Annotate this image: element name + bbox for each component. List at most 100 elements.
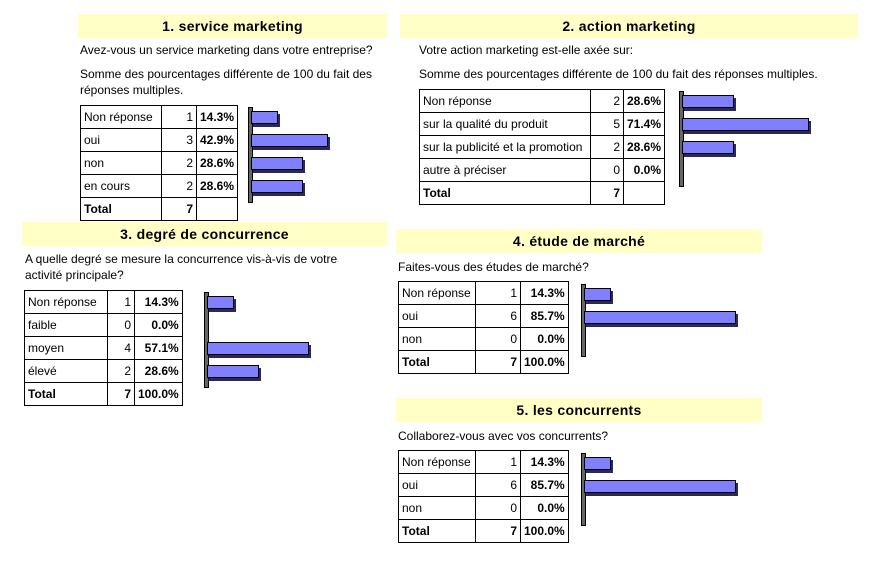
table-row: moyen 4 57.1% — [24, 336, 183, 360]
row-label: faible — [24, 313, 108, 337]
total-row: Total 7 — [419, 181, 666, 205]
chart-bar — [682, 141, 734, 154]
chart-bar — [207, 296, 234, 309]
table-row: Non réponse 1 14.3% — [80, 105, 239, 129]
section-5-question: Collaborez-vous avec vos concurrents? — [398, 429, 609, 443]
chart-axis — [679, 91, 684, 187]
chart-bar — [682, 118, 809, 131]
row-count: 0 — [590, 158, 624, 182]
section-4-table: Non réponse 1 14.3% oui 6 85.7% non 0 0.… — [398, 281, 569, 374]
section-2-title: 2. action marketing — [400, 14, 858, 38]
table-row: non 0 0.0% — [398, 327, 569, 351]
section-4-title: 4. étude de marché — [396, 229, 762, 253]
table-row: Non réponse 2 28.6% — [419, 89, 666, 113]
chart-bar — [584, 457, 611, 470]
row-percent: 0.0% — [520, 496, 569, 520]
chart-bar — [251, 180, 303, 193]
chart-axis — [248, 107, 253, 203]
table-row: oui 6 85.7% — [398, 473, 569, 497]
row-label: sur la publicité et la promotion — [419, 135, 591, 159]
chart-bar — [207, 365, 259, 378]
row-label: oui — [80, 128, 162, 152]
total-count: 7 — [107, 382, 135, 406]
row-percent: 0.0% — [520, 327, 569, 351]
row-percent: 28.6% — [622, 135, 666, 159]
table-row: Non réponse 1 14.3% — [398, 281, 569, 305]
table-row: sur la qualité du produit 5 71.4% — [419, 112, 666, 136]
row-label: Non réponse — [24, 290, 108, 314]
row-count: 1 — [475, 450, 521, 474]
row-count: 1 — [475, 281, 521, 305]
chart-axis — [204, 292, 209, 388]
section-3-question: A quelle degré se mesure la concurrence … — [25, 252, 338, 282]
row-count: 2 — [161, 174, 197, 198]
row-label: moyen — [24, 336, 108, 360]
row-label: autre à préciser — [419, 158, 591, 182]
row-label: oui — [398, 304, 476, 328]
row-label: Non réponse — [398, 450, 476, 474]
total-count: 7 — [475, 519, 521, 543]
chart-bar — [584, 311, 736, 324]
row-count: 1 — [161, 105, 197, 129]
chart-bar — [207, 342, 309, 355]
row-count: 1 — [107, 290, 135, 314]
table-row: sur la publicité et la promotion 2 28.6% — [419, 135, 666, 159]
total-percent — [195, 197, 239, 221]
row-count: 6 — [475, 473, 521, 497]
total-percent: 100.0% — [134, 382, 183, 406]
section-1-note: Somme des pourcentages différente de 100… — [80, 67, 372, 97]
row-percent: 28.6% — [195, 151, 239, 175]
total-percent: 100.0% — [520, 350, 569, 374]
table-row: en cours 2 28.6% — [80, 174, 239, 198]
total-row: Total 7 100.0% — [24, 382, 183, 406]
row-label: non — [398, 327, 476, 351]
section-2-table: Non réponse 2 28.6% sur la qualité du pr… — [419, 89, 666, 205]
row-label: oui — [398, 473, 476, 497]
row-label: en cours — [80, 174, 162, 198]
row-percent: 14.3% — [520, 281, 569, 305]
row-label: Non réponse — [398, 281, 476, 305]
row-count: 2 — [590, 135, 624, 159]
section-1-title: 1. service marketing — [78, 14, 387, 38]
total-row: Total 7 100.0% — [398, 519, 569, 543]
table-row: non 2 28.6% — [80, 151, 239, 175]
row-percent: 57.1% — [134, 336, 183, 360]
section-1-question: Avez-vous un service marketing dans votr… — [80, 43, 373, 57]
row-percent: 14.3% — [134, 290, 183, 314]
section-4-question: Faites-vous des études de marché? — [398, 260, 589, 274]
row-label: sur la qualité du produit — [419, 112, 591, 136]
table-row: élevé 2 28.6% — [24, 359, 183, 383]
row-count: 5 — [590, 112, 624, 136]
section-5-table: Non réponse 1 14.3% oui 6 85.7% non 0 0.… — [398, 450, 569, 543]
section-5-title: 5. les concurrents — [396, 398, 762, 422]
row-label: Non réponse — [80, 105, 162, 129]
row-count: 6 — [475, 304, 521, 328]
table-row: autre à préciser 0 0.0% — [419, 158, 666, 182]
chart-bar — [584, 480, 736, 493]
chart-bar — [251, 111, 278, 124]
row-count: 2 — [107, 359, 135, 383]
chart-bar — [584, 288, 611, 301]
total-label: Total — [398, 519, 476, 543]
total-label: Total — [398, 350, 476, 374]
total-row: Total 7 — [80, 197, 239, 221]
section-1-table: Non réponse 1 14.3% oui 3 42.9% non 2 28… — [80, 105, 239, 221]
row-percent: 0.0% — [134, 313, 183, 337]
chart-bar — [251, 134, 328, 147]
section-3-title: 3. degré de concurrence — [22, 222, 387, 246]
table-row: faible 0 0.0% — [24, 313, 183, 337]
table-row: Non réponse 1 14.3% — [398, 450, 569, 474]
row-count: 0 — [475, 327, 521, 351]
row-percent: 42.9% — [195, 128, 239, 152]
row-count: 2 — [590, 89, 624, 113]
row-count: 3 — [161, 128, 197, 152]
row-label: non — [398, 496, 476, 520]
total-row: Total 7 100.0% — [398, 350, 569, 374]
total-label: Total — [80, 197, 162, 221]
row-percent: 71.4% — [622, 112, 666, 136]
row-percent: 14.3% — [195, 105, 239, 129]
table-row: oui 3 42.9% — [80, 128, 239, 152]
row-percent: 0.0% — [622, 158, 666, 182]
total-count: 7 — [475, 350, 521, 374]
section-3-table: Non réponse 1 14.3% faible 0 0.0% moyen … — [24, 290, 183, 406]
